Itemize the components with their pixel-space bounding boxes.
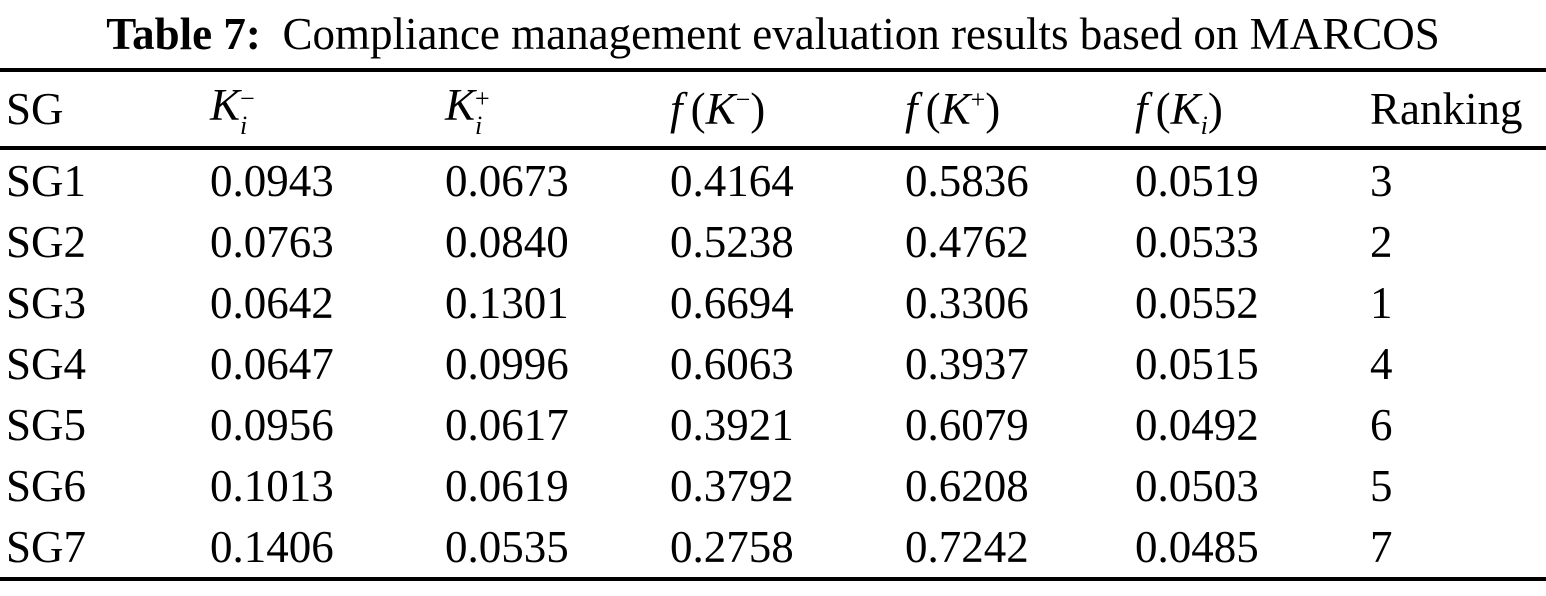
math-k: K <box>210 80 241 130</box>
math-paren-group: (K−) <box>691 84 766 134</box>
table-cell-ranking: 1 <box>1370 277 1393 328</box>
table-cell: 0.3306 <box>905 277 1029 328</box>
math-superscript: − <box>735 85 751 114</box>
math-k: K <box>1170 84 1201 134</box>
math-paren-group: (Ki) <box>1155 84 1223 139</box>
table-cell: 0.0617 <box>445 399 569 450</box>
col-header-ranking: Ranking <box>1370 70 1546 150</box>
table-cell: 0.3921 <box>670 399 794 450</box>
row-label: SG7 <box>6 521 87 572</box>
table-row-sg3: SG3 0.0642 0.1301 0.6694 0.3306 0.0552 1 <box>0 272 1546 333</box>
table-row-sg7: SG7 0.1406 0.0535 0.2758 0.7242 0.0485 7 <box>0 516 1546 579</box>
close-paren: ) <box>750 84 766 134</box>
table-cell: 0.1013 <box>210 460 334 511</box>
table-cell-ranking: 6 <box>1370 399 1393 450</box>
row-label: SG2 <box>6 216 87 267</box>
table-cell: 0.0840 <box>445 216 569 267</box>
table-cell: 0.4164 <box>670 155 794 206</box>
table-row-sg4: SG4 0.0647 0.0996 0.6063 0.3937 0.0515 4 <box>0 333 1546 394</box>
math-f: f <box>905 84 918 134</box>
table-cell: 0.0492 <box>1135 399 1259 450</box>
math-k: K <box>705 84 736 134</box>
table-cell: 0.3792 <box>670 460 794 511</box>
math-superscript: + <box>475 84 490 113</box>
math-paren-group: (K+) <box>926 84 1001 134</box>
row-label: SG4 <box>6 338 87 389</box>
table-cell: 0.0673 <box>445 155 569 206</box>
table-row-sg6: SG6 0.1013 0.0619 0.3792 0.6208 0.0503 5 <box>0 455 1546 516</box>
table-cell: 0.0519 <box>1135 155 1259 206</box>
row-label: SG6 <box>6 460 87 511</box>
table-cell-ranking: 3 <box>1370 155 1393 206</box>
table-cell: 0.0943 <box>210 155 334 206</box>
open-paren: ( <box>925 84 941 134</box>
table-cell-ranking: 5 <box>1370 460 1393 511</box>
col-header-f-k-minus: f (K−) <box>670 70 905 150</box>
math-superscript: − <box>240 84 255 113</box>
close-paren: ) <box>985 84 1001 134</box>
math-k: K <box>940 84 971 134</box>
table-cell-ranking: 7 <box>1370 521 1393 572</box>
table-cell-ranking: 2 <box>1370 216 1393 267</box>
math-k: K <box>445 80 476 130</box>
table-caption-label: Table 7: <box>106 9 261 59</box>
table-cell: 0.6208 <box>905 460 1029 511</box>
table-cell: 0.0535 <box>445 521 569 572</box>
table-cell: 0.0533 <box>1135 216 1259 267</box>
math-supsub-stack: + i <box>475 85 490 139</box>
results-table: SG K − i K + i f (K−) f (K+) f (Ki) Ran <box>0 68 1546 581</box>
table-cell: 0.3937 <box>905 338 1029 389</box>
table-cell: 0.6079 <box>905 399 1029 450</box>
col-header-ki-plus: K + i <box>445 70 670 150</box>
table-row-sg5: SG5 0.0956 0.0617 0.3921 0.6079 0.0492 6 <box>0 394 1546 455</box>
table-row-sg2: SG2 0.0763 0.0840 0.5238 0.4762 0.0533 2 <box>0 211 1546 272</box>
col-header-sg-label: SG <box>6 84 64 134</box>
table-cell: 0.0996 <box>445 338 569 389</box>
table-cell: 0.0485 <box>1135 521 1259 572</box>
table-cell: 0.4762 <box>905 216 1029 267</box>
col-header-sg: SG <box>0 70 210 150</box>
table-cell: 0.5836 <box>905 155 1029 206</box>
table-cell: 0.6694 <box>670 277 794 328</box>
table-cell: 0.7242 <box>905 521 1029 572</box>
table-cell: 0.2758 <box>670 521 794 572</box>
header-row: SG K − i K + i f (K−) f (K+) f (Ki) Ran <box>0 70 1546 150</box>
table-cell: 0.6063 <box>670 338 794 389</box>
table-cell: 0.0956 <box>210 399 334 450</box>
math-subscript: i <box>1200 111 1208 140</box>
col-header-ki-minus: K − i <box>210 70 445 150</box>
table-cell: 0.0619 <box>445 460 569 511</box>
table-row-sg1: SG1 0.0943 0.0673 0.4164 0.5836 0.0519 3 <box>0 148 1546 211</box>
math-f: f <box>1135 84 1148 134</box>
table-cell: 0.0647 <box>210 338 334 389</box>
open-paren: ( <box>1155 84 1171 134</box>
table-cell: 0.1406 <box>210 521 334 572</box>
table-cell: 0.5238 <box>670 216 794 267</box>
row-label: SG1 <box>6 155 87 206</box>
col-header-f-k-plus: f (K+) <box>905 70 1135 150</box>
math-superscript: + <box>970 85 986 114</box>
table-cell: 0.0763 <box>210 216 334 267</box>
math-subscript: i <box>475 111 483 140</box>
table-cell-ranking: 4 <box>1370 338 1393 389</box>
close-paren: ) <box>1207 84 1223 134</box>
col-header-f-k-i: f (Ki) <box>1135 70 1370 150</box>
math-f: f <box>670 84 683 134</box>
math-subscript: i <box>240 111 248 140</box>
open-paren: ( <box>690 84 706 134</box>
row-label: SG3 <box>6 277 87 328</box>
table-caption-text: Compliance management evaluation results… <box>282 9 1440 59</box>
table-cell: 0.0552 <box>1135 277 1259 328</box>
math-supsub-stack: − i <box>240 85 255 139</box>
table-cell: 0.0515 <box>1135 338 1259 389</box>
table-caption: Table 7: Compliance management evaluatio… <box>0 0 1546 68</box>
table-cell: 0.0503 <box>1135 460 1259 511</box>
table-cell: 0.1301 <box>445 277 569 328</box>
row-label: SG5 <box>6 399 87 450</box>
col-header-ranking-label: Ranking <box>1370 84 1523 134</box>
table-cell: 0.0642 <box>210 277 334 328</box>
